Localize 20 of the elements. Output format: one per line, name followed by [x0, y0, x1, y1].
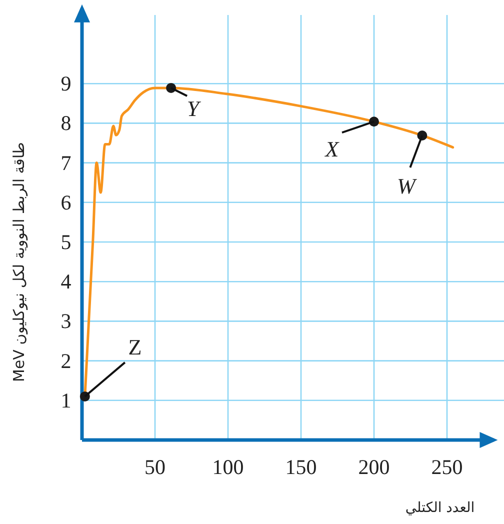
annotation: Z — [128, 334, 142, 360]
y-tick-label: 8 — [60, 111, 72, 136]
y-tick-label: 9 — [60, 72, 72, 96]
x-axis-title: العدد الكتلي — [405, 500, 475, 516]
y-tick-label: 3 — [60, 309, 72, 334]
x-tick-label: 150 — [285, 455, 317, 479]
annotation: Y — [186, 96, 202, 121]
x-tick-label: 50 — [144, 455, 166, 479]
x-tick-label: 250 — [431, 455, 463, 479]
annotation: X — [324, 136, 340, 162]
y-axis-title: طاقة الربط النووية لكل نيوكليون MeV — [10, 142, 28, 382]
x-tick-label: 200 — [358, 455, 390, 479]
y-tick-label: 7 — [60, 150, 72, 175]
y-tick-label: 6 — [60, 190, 72, 214]
annotation: W — [397, 173, 418, 198]
x-tick-label: 100 — [212, 455, 244, 479]
y-tick-label: 2 — [60, 348, 72, 373]
y-tick-label: 4 — [60, 270, 72, 294]
y-tick-label: 5 — [60, 230, 72, 254]
y-tick-label: 1 — [60, 388, 72, 412]
